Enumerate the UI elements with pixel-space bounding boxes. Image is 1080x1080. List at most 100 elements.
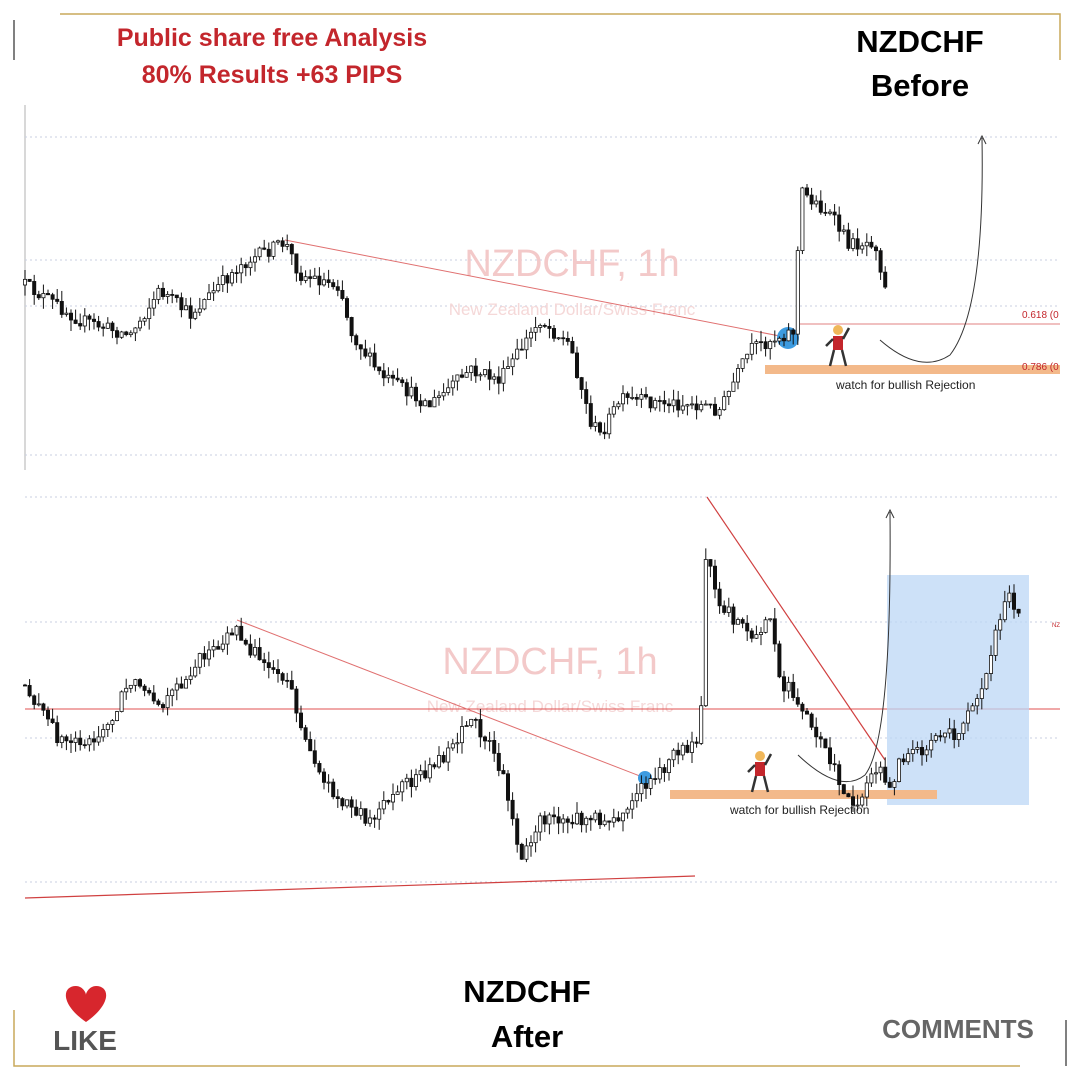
candle-body <box>892 781 897 788</box>
candle-body <box>326 279 331 284</box>
candle-body <box>312 750 317 764</box>
candle-body <box>1012 592 1017 610</box>
candle-body <box>501 367 506 384</box>
candle-body <box>515 348 520 360</box>
candle-body <box>800 703 805 712</box>
comments-button[interactable]: COMMENTS <box>882 1014 1034 1044</box>
candle-body <box>703 403 708 406</box>
annotation: watch for bullish Rejection <box>835 378 975 392</box>
candle-body <box>777 643 782 678</box>
candle-body <box>404 382 409 397</box>
candle-body <box>202 299 207 310</box>
candle-body <box>69 312 74 321</box>
candle-body <box>869 773 874 784</box>
arrow-head <box>977 134 987 145</box>
candle-body <box>901 758 906 763</box>
candle-body <box>570 821 575 825</box>
demand-zone <box>765 365 1060 374</box>
candle-body <box>248 261 253 269</box>
candle-body <box>55 298 60 302</box>
candle-body <box>699 705 704 744</box>
candle-body <box>542 815 547 825</box>
candle-body <box>575 812 580 825</box>
candle-body <box>248 643 253 656</box>
candle-body <box>667 403 672 407</box>
candle-body <box>358 808 363 816</box>
candle-body <box>515 818 520 845</box>
candle-body <box>59 736 64 743</box>
candle-body <box>593 422 598 427</box>
candle-body <box>607 820 612 823</box>
candle-body <box>864 241 869 247</box>
candle-body <box>450 380 455 389</box>
candle-body <box>621 812 626 822</box>
candle-body <box>206 292 211 300</box>
candle-body <box>234 625 239 636</box>
candle-body <box>188 305 193 319</box>
candle-body <box>303 727 308 740</box>
candle-body <box>496 752 501 771</box>
candle-body <box>183 679 188 689</box>
heart-icon[interactable] <box>65 986 107 1022</box>
candle-body <box>225 632 230 645</box>
candle-body <box>832 763 837 766</box>
candle-body <box>846 793 851 798</box>
candle-body <box>805 187 810 196</box>
candle-body <box>137 679 142 687</box>
candle-body <box>193 311 198 319</box>
candle-body <box>289 680 294 690</box>
candle-body <box>459 374 464 378</box>
candle-body <box>653 778 658 780</box>
candle-body <box>409 386 414 397</box>
candle-body <box>160 287 165 297</box>
top-chart: NZDCHF, 1h New Zealand Dollar/Swiss Fran… <box>22 134 1060 456</box>
pair-label: NZDCHF <box>463 974 590 1009</box>
candle-body <box>920 747 925 756</box>
candle-body <box>64 736 69 742</box>
candle-body <box>427 400 432 408</box>
candle-body <box>294 688 299 714</box>
candle-body <box>745 622 750 632</box>
candle-body <box>147 690 152 694</box>
fib-label: 0.618 (0 <box>1022 310 1059 321</box>
candle-body <box>648 778 653 789</box>
candle-body <box>717 588 722 607</box>
candle-body <box>519 348 524 351</box>
candle-body <box>956 733 961 741</box>
candle-body <box>625 808 630 814</box>
candle-body <box>331 282 336 288</box>
candle-body <box>823 211 828 214</box>
candle-body <box>110 322 115 332</box>
candle-body <box>308 276 313 279</box>
candle-body <box>933 735 938 741</box>
candle-body <box>432 764 437 768</box>
candle-body <box>87 738 92 746</box>
candle-body <box>69 740 74 743</box>
candle-body <box>193 666 198 677</box>
candle-body <box>418 770 423 776</box>
candle-body <box>197 308 202 313</box>
projection-arrow <box>879 137 983 363</box>
candle-body <box>662 400 667 405</box>
candle-body <box>529 331 534 339</box>
watermark-sub: New Zealand Dollar/Swiss Franc <box>449 300 696 319</box>
candle-body <box>505 366 510 369</box>
candle-body <box>243 639 248 645</box>
candle-body <box>372 352 377 368</box>
candle-body <box>938 735 943 738</box>
candle-body <box>630 397 635 399</box>
candle-body <box>533 831 538 844</box>
candle-body <box>156 700 161 705</box>
candle-body <box>115 330 120 338</box>
candle-body <box>92 738 97 743</box>
candle-body <box>828 747 833 765</box>
candle-body <box>763 341 768 350</box>
annotation: watch for bullish Rejection <box>729 803 869 817</box>
candle-body <box>984 673 989 690</box>
candle-body <box>50 294 55 300</box>
candle-body <box>115 711 120 721</box>
candle-body <box>575 352 580 378</box>
like-button[interactable]: LIKE <box>53 1025 117 1056</box>
candle-body <box>298 712 303 729</box>
